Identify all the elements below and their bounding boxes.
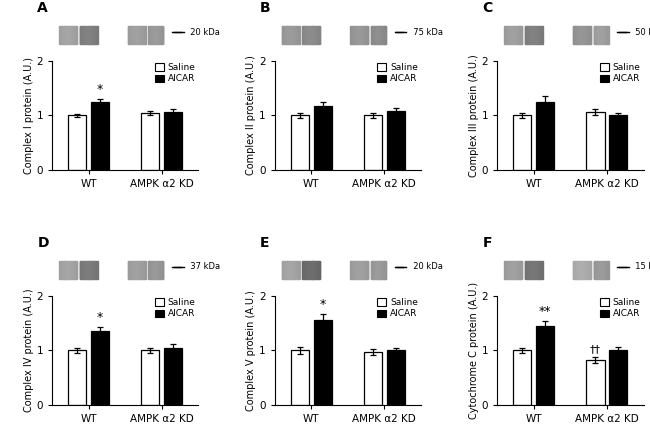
Bar: [291, 350, 309, 405]
Bar: [586, 112, 605, 170]
Bar: [68, 115, 86, 170]
Bar: [387, 350, 405, 405]
Bar: [364, 352, 382, 405]
Y-axis label: Complex I protein (A.U.): Complex I protein (A.U.): [23, 57, 34, 174]
Text: 37 kDa: 37 kDa: [185, 263, 220, 271]
Legend: Saline, AICAR: Saline, AICAR: [378, 63, 418, 83]
Legend: Saline, AICAR: Saline, AICAR: [600, 298, 640, 318]
Text: 75 kDa: 75 kDa: [408, 28, 443, 36]
Text: *: *: [319, 298, 326, 311]
Bar: [387, 111, 405, 170]
Text: *: *: [97, 311, 103, 324]
Text: **: **: [539, 305, 551, 318]
Bar: [609, 350, 627, 405]
Bar: [313, 105, 332, 170]
Text: E: E: [260, 236, 269, 250]
Text: 50 kDa: 50 kDa: [630, 28, 650, 36]
Y-axis label: Complex III protein (A.U.): Complex III protein (A.U.): [469, 54, 478, 177]
Bar: [68, 350, 86, 405]
Legend: Saline, AICAR: Saline, AICAR: [378, 298, 418, 318]
Bar: [514, 115, 531, 170]
Bar: [313, 320, 332, 405]
Bar: [91, 102, 109, 170]
Text: ††: ††: [590, 344, 601, 354]
Text: A: A: [37, 1, 48, 15]
Text: B: B: [260, 1, 270, 15]
Legend: Saline, AICAR: Saline, AICAR: [155, 63, 196, 83]
Text: 20 kDa: 20 kDa: [185, 28, 220, 36]
Y-axis label: Complex IV protein (A.U.): Complex IV protein (A.U.): [23, 288, 34, 412]
Bar: [536, 102, 554, 170]
Legend: Saline, AICAR: Saline, AICAR: [155, 298, 196, 318]
Y-axis label: Complex V protein (A.U.): Complex V protein (A.U.): [246, 290, 256, 411]
Bar: [364, 115, 382, 170]
Text: 15 kDa: 15 kDa: [630, 263, 650, 271]
Y-axis label: Cytochrome C protein (A.U.): Cytochrome C protein (A.U.): [469, 282, 478, 419]
Y-axis label: Complex II protein (A.U.): Complex II protein (A.U.): [246, 56, 256, 175]
Text: 20 kDa: 20 kDa: [408, 263, 443, 271]
Legend: Saline, AICAR: Saline, AICAR: [600, 63, 640, 83]
Bar: [514, 350, 531, 405]
Bar: [291, 115, 309, 170]
Text: F: F: [482, 236, 492, 250]
Text: *: *: [97, 83, 103, 96]
Text: C: C: [482, 1, 493, 15]
Bar: [164, 348, 182, 405]
Bar: [91, 331, 109, 405]
Bar: [609, 115, 627, 170]
Bar: [164, 112, 182, 170]
Bar: [141, 113, 159, 170]
Bar: [141, 350, 159, 405]
Bar: [536, 326, 554, 405]
Text: D: D: [37, 236, 49, 250]
Bar: [586, 360, 605, 405]
